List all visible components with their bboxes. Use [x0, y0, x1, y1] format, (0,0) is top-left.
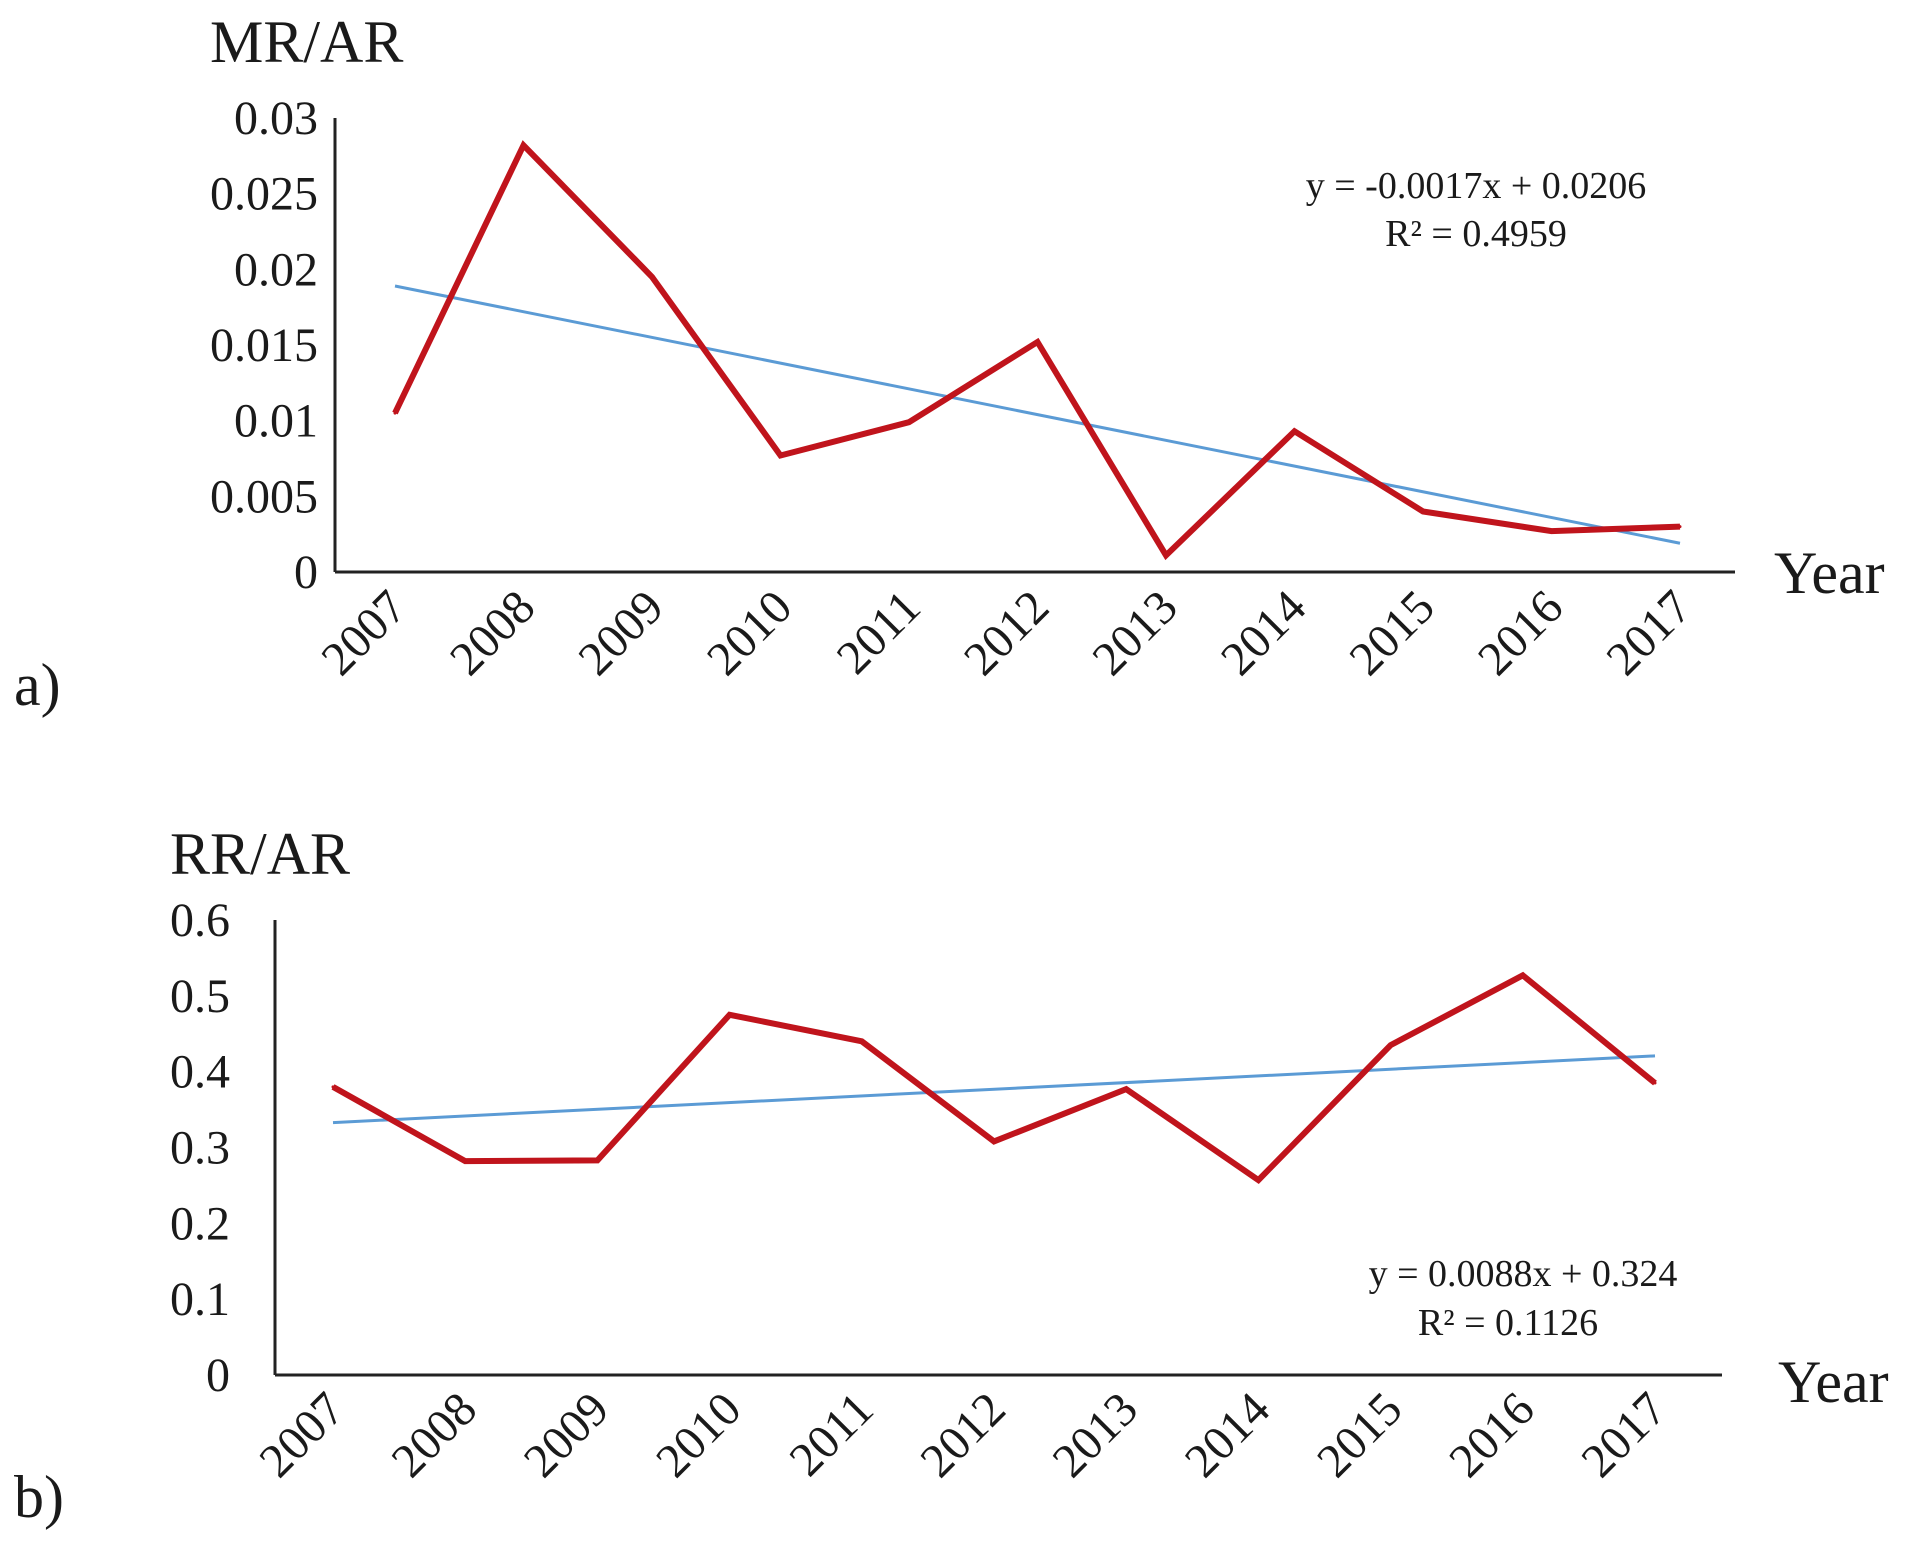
data-point — [650, 275, 654, 279]
x-tick-label: 2008 — [382, 1382, 487, 1487]
y-tick-label: 0.03 — [234, 92, 318, 145]
y-tick-labels: 0 0.1 0.2 0.3 0.4 0.5 0.6 — [170, 894, 230, 1402]
y-tick-label: 0.01 — [234, 395, 318, 448]
data-point — [1678, 525, 1682, 529]
y-tick-label: 0.2 — [170, 1197, 230, 1250]
trendline-group — [332, 1054, 1656, 1125]
data-point — [907, 420, 911, 424]
data-point — [522, 143, 525, 147]
data-point — [1550, 529, 1553, 533]
x-tick-label: 2015 — [1339, 580, 1444, 685]
data-point — [393, 411, 397, 415]
y-tick-label: 0.025 — [210, 168, 318, 221]
x-tick-label: 2011 — [827, 580, 931, 684]
data-point — [595, 1158, 599, 1162]
data-point — [779, 453, 782, 457]
data-point — [1036, 340, 1039, 344]
panel-label: a) — [14, 652, 61, 718]
y-tick-label: 0.015 — [210, 319, 318, 372]
series-group — [392, 140, 1682, 561]
x-tick-label: 2014 — [1211, 580, 1316, 685]
x-tick-label: 2007 — [311, 580, 416, 685]
x-tick-label: 2012 — [910, 1382, 1015, 1487]
trendline — [332, 1054, 1656, 1125]
x-tick-label: 2016 — [1468, 580, 1573, 685]
x-axis-label: Year — [1778, 1349, 1889, 1415]
data-point — [331, 1085, 335, 1089]
x-tick-labels: 2007 2008 2009 2010 2011 2012 2013 2014 2015 2016… — [249, 1382, 1676, 1487]
data-point — [992, 1139, 996, 1143]
x-tick-label: 2013 — [1082, 580, 1187, 685]
data-point — [1389, 1043, 1393, 1047]
series-line — [331, 971, 1657, 1185]
y-tick-label: 0 — [206, 1349, 230, 1402]
x-axis-label: Year — [1774, 540, 1885, 606]
trendline-r-squared: R² = 0.1126 — [1418, 1302, 1598, 1344]
x-tick-label: 2017 — [1571, 1382, 1676, 1487]
trendline-group — [394, 284, 1681, 545]
trendline-equation: y = -0.0017x + 0.0206 — [1306, 165, 1647, 207]
y-axis-label: MR/AR — [210, 9, 403, 75]
data-point — [463, 1159, 467, 1163]
y-tick-label: 0.005 — [210, 470, 318, 523]
x-tick-label: 2011 — [779, 1382, 883, 1486]
x-tick-label: 2013 — [1043, 1382, 1148, 1487]
data-point — [1256, 1178, 1260, 1182]
chart-panel-b: RR/AR Year b) y = 0.0088x + 0.324 R² = 0… — [14, 821, 1889, 1530]
x-tick-label: 2012 — [954, 580, 1059, 685]
y-tick-label: 0 — [294, 546, 318, 599]
y-tick-label: 0.4 — [170, 1046, 230, 1099]
x-tick-label: 2010 — [697, 580, 802, 685]
data-point — [1293, 429, 1296, 433]
x-tick-label: 2016 — [1439, 1382, 1544, 1487]
x-tick-label: 2014 — [1175, 1382, 1280, 1487]
data-point — [1421, 509, 1425, 513]
data-point — [728, 1013, 732, 1017]
y-tick-label: 0.5 — [170, 970, 230, 1023]
x-tick-label: 2008 — [440, 580, 545, 685]
x-tick-label: 2015 — [1307, 1382, 1412, 1487]
x-tick-label: 2009 — [568, 580, 673, 685]
chart-panel-a: MR/AR Year a) y = -0.0017x + 0.0206 R² =… — [14, 9, 1885, 718]
y-tick-label: 0.1 — [170, 1273, 230, 1326]
x-tick-label: 2010 — [646, 1382, 751, 1487]
x-tick-label: 2009 — [514, 1382, 619, 1487]
series-group — [331, 971, 1657, 1185]
panel-label: b) — [14, 1464, 64, 1530]
data-point — [860, 1039, 864, 1043]
trendline-equation: y = 0.0088x + 0.324 — [1369, 1253, 1678, 1295]
data-point — [1164, 553, 1168, 557]
y-tick-label: 0.6 — [170, 894, 230, 947]
trendline — [394, 284, 1681, 545]
data-point — [1124, 1087, 1128, 1091]
trendline-r-squared: R² = 0.4959 — [1385, 213, 1567, 255]
data-point — [1521, 973, 1525, 977]
x-tick-label: 2017 — [1596, 580, 1701, 685]
y-tick-labels: 0 0.005 0.01 0.015 0.02 0.025 0.03 — [210, 92, 318, 599]
y-tick-label: 0.02 — [234, 243, 318, 296]
x-tick-label: 2007 — [249, 1382, 354, 1487]
data-point — [1653, 1081, 1657, 1085]
y-tick-label: 0.3 — [170, 1122, 230, 1175]
y-axis-label: RR/AR — [170, 821, 350, 887]
x-tick-labels: 2007 2008 2009 2010 2011 2012 2013 2014 2015 2016… — [311, 580, 1701, 685]
